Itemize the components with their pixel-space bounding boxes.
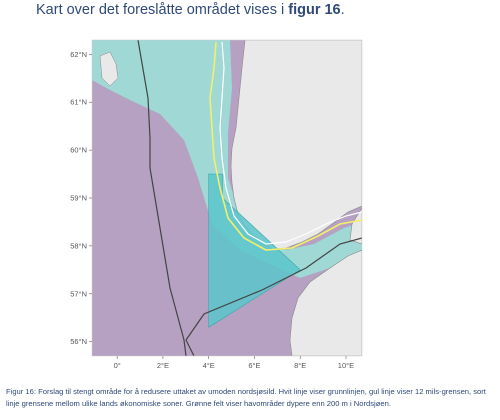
north-sea-map: 0° 2°E 4°E 6°E 8°E 10°E 62°N 61°N 60°N 59°N 58°N 5…	[70, 39, 363, 368]
x-tick-label: 6°E	[248, 361, 260, 368]
eez-border-uk-norway	[137, 40, 187, 356]
deep-sea-area	[92, 40, 362, 278]
twelve-mile-line	[209, 41, 362, 251]
proposed-closed-area	[208, 173, 301, 328]
x-tick-label: 0°	[114, 361, 121, 368]
y-tick-label: 62°N	[70, 50, 87, 59]
denmark-landmass	[289, 249, 362, 356]
intro-text: Kart over det foreslåtte området vises i…	[36, 2, 345, 18]
baseline-line	[219, 41, 362, 245]
y-tick-label: 57°N	[70, 289, 87, 298]
eez-border-denmark-germany	[185, 339, 195, 356]
y-axis-ticks: 62°N 61°N 60°N 59°N 58°N 57°N 56°N	[70, 50, 92, 346]
y-tick-label: 59°N	[70, 194, 87, 203]
x-tick-label: 8°E	[294, 361, 306, 368]
y-tick-label: 58°N	[70, 241, 87, 250]
y-tick-label: 56°N	[70, 337, 87, 346]
intro-text-after: .	[340, 2, 345, 18]
figure-reference: figur 16	[288, 2, 341, 18]
figure-caption: Figur 16: Forslag til stengt område for …	[6, 387, 486, 408]
sweden-landmass	[349, 207, 362, 245]
x-tick-label: 2°E	[157, 361, 169, 368]
y-tick-label: 60°N	[70, 146, 87, 155]
x-tick-label: 10°E	[338, 361, 354, 368]
shetland-islands	[99, 51, 119, 87]
eez-border-norway-denmark	[185, 237, 362, 341]
y-tick-label: 61°N	[70, 98, 87, 107]
x-axis-ticks: 0° 2°E 4°E 6°E 8°E 10°E	[114, 356, 354, 368]
intro-text-before: Kart over det foreslåtte området vises i	[36, 2, 289, 18]
x-tick-label: 4°E	[203, 361, 215, 368]
